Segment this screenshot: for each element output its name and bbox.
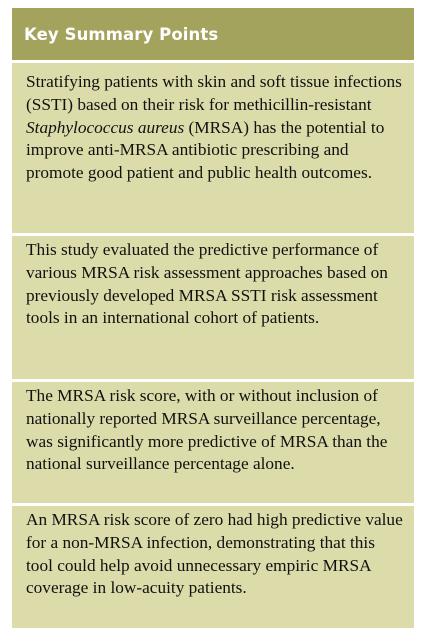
point-1-text-start: Stratifying patients with skin and soft …	[26, 72, 402, 114]
summary-point-1: Stratifying patients with skin and soft …	[12, 63, 414, 233]
summary-point-3: The MRSA risk score, with or without inc…	[12, 379, 414, 503]
box-header: Key Summary Points	[12, 8, 414, 63]
point-4-text: An MRSA risk score of zero had high pred…	[26, 510, 403, 598]
summary-point-2: This study evaluated the predictive perf…	[12, 233, 414, 379]
point-1-text-end: (MRSA) has the potential to improve anti…	[26, 117, 385, 183]
key-summary-box: Key Summary Points Stratifying patients …	[12, 8, 414, 628]
box-title: Key Summary Points	[24, 24, 219, 44]
point-2-text: This study evaluated the predictive perf…	[26, 240, 388, 328]
point-1-organism-name: Staphylococcus aureus	[26, 117, 185, 137]
summary-point-4: An MRSA risk score of zero had high pred…	[12, 503, 414, 628]
point-3-text: The MRSA risk score, with or without inc…	[26, 386, 388, 474]
